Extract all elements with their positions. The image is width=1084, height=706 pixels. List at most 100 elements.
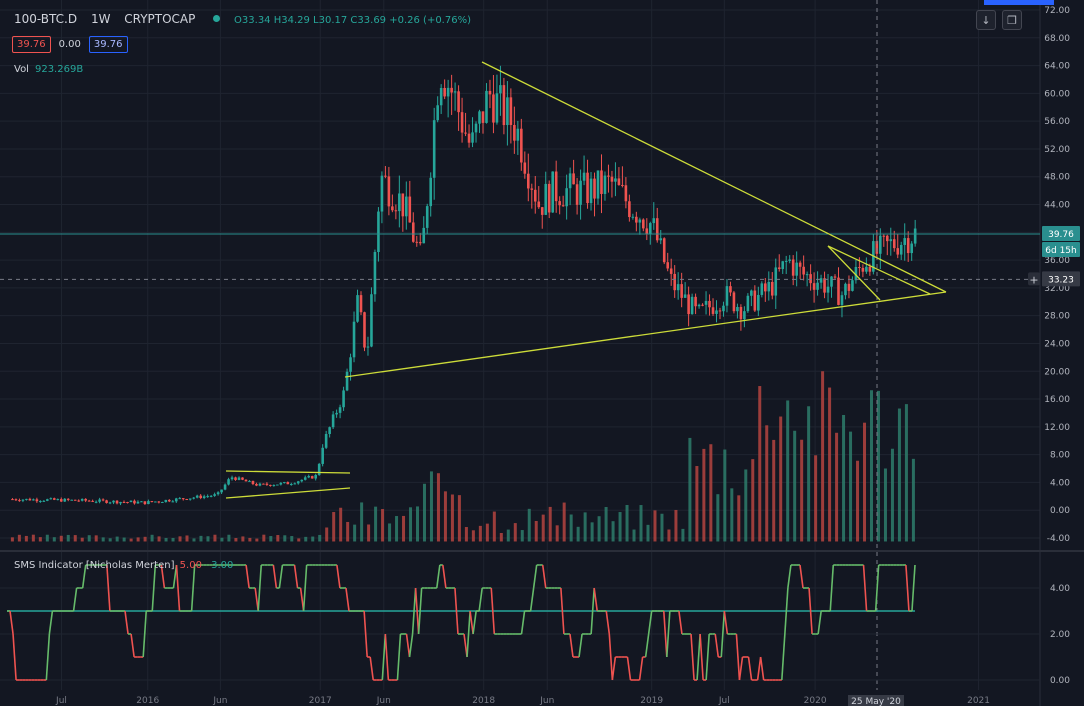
x-tick-label: 2019 — [640, 696, 663, 706]
candle-body — [140, 501, 143, 503]
candle-body — [112, 500, 115, 503]
indicator-line-segment — [723, 610, 729, 635]
candle-body — [858, 266, 861, 268]
candle-body — [579, 180, 582, 205]
volume-bar — [485, 523, 489, 542]
candle-body — [94, 501, 98, 503]
indicator-line-segment — [490, 587, 496, 635]
candle-body — [739, 306, 743, 320]
candle-body — [725, 286, 729, 306]
candle-body — [199, 495, 202, 499]
indicator-line-segment — [384, 633, 390, 681]
interval-label[interactable]: 1W — [90, 12, 111, 26]
candle-body — [645, 228, 649, 235]
indicator-line-segment — [593, 587, 598, 612]
candle-body — [802, 266, 805, 275]
arrow-down-icon[interactable]: ↓ — [976, 10, 996, 30]
candle-body — [648, 223, 652, 235]
volume-bar — [856, 460, 860, 542]
candle-body — [286, 482, 290, 485]
candle-body — [882, 235, 886, 237]
indicator-line-segment — [435, 564, 441, 589]
candle-body — [704, 300, 708, 305]
candle-body — [174, 498, 178, 502]
buy-price[interactable]: 39.76 — [88, 36, 128, 53]
candle-body — [42, 500, 46, 502]
indicator-tick-label: 0.00 — [1050, 676, 1070, 686]
candle-body — [349, 357, 352, 372]
candle-body — [708, 300, 711, 308]
candle-body — [826, 286, 830, 293]
indicator-line-segment — [160, 564, 166, 589]
candle-body — [425, 206, 429, 228]
y-tick-label: 8.00 — [1050, 451, 1070, 461]
candle-body — [851, 280, 854, 291]
candle-body — [631, 216, 635, 218]
indicator-line-segment — [478, 587, 483, 612]
candle-body — [781, 261, 785, 269]
indicator-line-segment — [302, 564, 308, 612]
candle-body — [300, 479, 304, 482]
volume-bar — [723, 449, 727, 542]
sell-price[interactable]: 39.76 — [12, 36, 51, 53]
indicator-line-segment — [720, 610, 726, 658]
volume-bar — [674, 509, 678, 542]
volume-bar — [590, 522, 594, 542]
indicator-line-segment — [605, 610, 611, 635]
indicator-line-segment — [408, 633, 414, 658]
indicator-line-segment — [278, 564, 284, 589]
y-tick-label: 16.00 — [1044, 395, 1070, 405]
volume-bar — [388, 523, 392, 542]
volume-bar — [876, 390, 880, 542]
indicator-name[interactable]: SMS Indicator [Nicholas Merten] — [14, 560, 175, 571]
candle-body — [18, 500, 21, 502]
candle-body — [307, 476, 311, 478]
indicator-line-segment — [626, 656, 632, 681]
candle-body — [624, 185, 628, 202]
candle-body — [418, 242, 422, 244]
volume-bar — [52, 537, 56, 542]
indicator-value-2: 3.00 — [211, 560, 234, 571]
indicator-line-segment — [714, 633, 720, 658]
candle-body — [80, 498, 84, 501]
candle-body — [188, 498, 192, 500]
indicator-line-segment — [829, 564, 835, 612]
candle-body — [460, 112, 464, 133]
maximize-icon[interactable]: ❐ — [1002, 10, 1022, 30]
candle-body — [56, 499, 60, 501]
y-tick-label: 32.00 — [1044, 284, 1070, 294]
candle-body — [154, 501, 157, 503]
candle-body — [258, 483, 262, 486]
indicator-line-segment — [363, 610, 368, 658]
candle-body — [669, 268, 673, 274]
candle-body — [666, 262, 670, 269]
candle-body — [760, 283, 764, 295]
volume-bar — [548, 506, 552, 542]
candle-body — [837, 277, 840, 305]
candle-body — [387, 176, 391, 207]
symbol-name[interactable]: 100-BTC.D — [14, 12, 78, 26]
candle-body — [750, 290, 753, 296]
volume-bar — [304, 536, 308, 542]
candle-body — [453, 91, 457, 93]
volume-bar — [402, 515, 406, 542]
candle-body — [206, 496, 209, 498]
candle-body — [805, 274, 809, 276]
indicator-line-segment — [345, 587, 350, 612]
candle-body — [791, 259, 795, 276]
indicator-legend: SMS Indicator [Nicholas Merten] 5.00 3.0… — [14, 560, 233, 571]
volume-bar — [499, 532, 503, 542]
volume-bar — [807, 406, 811, 542]
candle-body — [49, 498, 53, 500]
candle-body — [533, 189, 537, 202]
exchange-label: CRYPTOCAP — [124, 12, 196, 26]
candle-body — [105, 500, 108, 503]
indicator-line-segment — [541, 564, 547, 589]
candle-body — [575, 184, 579, 205]
candle-body — [63, 498, 67, 502]
volume-bar — [241, 536, 245, 542]
candle-body — [241, 477, 244, 480]
candle-body — [171, 501, 175, 503]
candle-body — [70, 499, 74, 501]
